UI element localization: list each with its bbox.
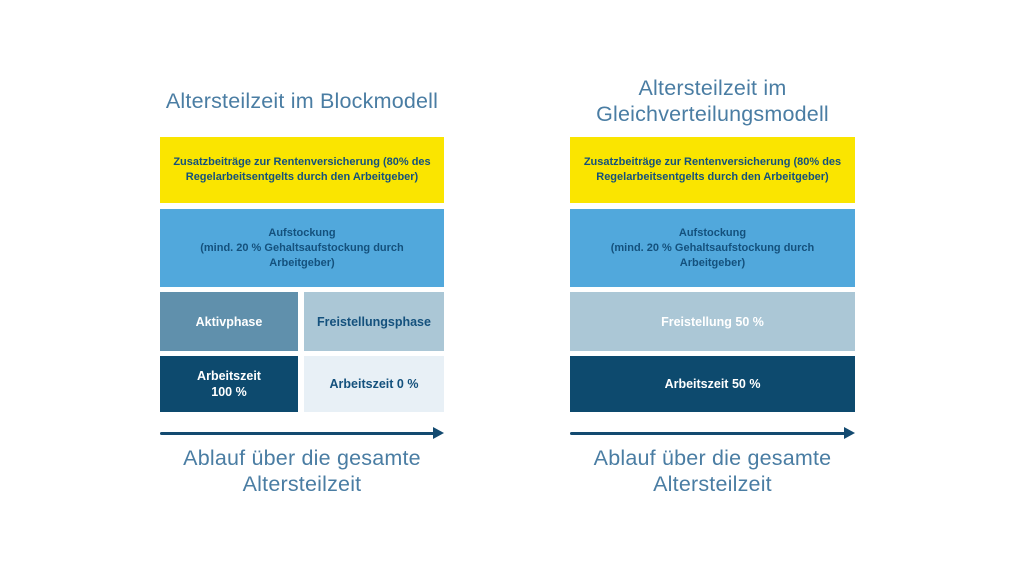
active-phase-label: Aktivphase [195, 314, 263, 329]
release-phase-box: Freistellungsphase [304, 292, 444, 351]
arrow-head-icon [433, 427, 444, 439]
arrow-line [570, 432, 846, 435]
arrow-head-icon [844, 427, 855, 439]
salary-topup-label: Aufstockung (mind. 20 % Gehaltsaufstocku… [610, 226, 815, 269]
arrow-line [160, 432, 435, 435]
active-phase-box: Aktivphase [160, 292, 298, 351]
timeline-arrow [160, 427, 444, 440]
salary-topup-box: Aufstockung (mind. 20 % Gehaltsaufstocku… [570, 209, 855, 287]
blockmodell-title: Altersteilzeit im Blockmodell [165, 89, 439, 113]
worktime-50-label: Arbeitszeit 50 % [664, 377, 761, 391]
release-50-label: Freistellung 50 % [661, 314, 764, 329]
salary-topup-box: Aufstockung (mind. 20 % Gehaltsaufstocku… [160, 209, 444, 287]
timeline-caption: Ablauf über die gesamte Altersteilzeit [183, 446, 421, 496]
pension-contribution-box: Zusatzbeiträge zur Rentenversicherung (8… [160, 137, 444, 203]
worktime-100-label: Arbeitszeit 100 % [197, 369, 261, 399]
pension-contribution-box: Zusatzbeiträge zur Rentenversicherung (8… [570, 137, 855, 203]
release-50-box: Freistellung 50 % [570, 292, 855, 351]
release-phase-label: Freistellungsphase [317, 314, 431, 329]
salary-topup-label: Aufstockung (mind. 20 % Gehaltsaufstocku… [200, 226, 404, 269]
worktime-0-label: Arbeitszeit 0 % [329, 377, 419, 391]
blockmodell-column: Altersteilzeit im Blockmodell Zusatzbeit… [160, 0, 444, 576]
timeline-caption: Ablauf über die gesamte Altersteilzeit [593, 446, 832, 496]
gleichverteilungsmodell-column: Altersteilzeit im Gleichverteilungsmodel… [570, 0, 855, 576]
worktime-0-box: Arbeitszeit 0 % [304, 356, 444, 412]
worktime-50-box: Arbeitszeit 50 % [570, 356, 855, 412]
pension-contribution-label: Zusatzbeiträge zur Rentenversicherung (8… [173, 156, 431, 183]
timeline-arrow [570, 427, 855, 440]
gleichverteilungsmodell-title: Altersteilzeit im Gleichverteilungsmodel… [596, 76, 829, 126]
worktime-100-box: Arbeitszeit 100 % [160, 356, 298, 412]
pension-contribution-label: Zusatzbeiträge zur Rentenversicherung (8… [583, 156, 842, 183]
